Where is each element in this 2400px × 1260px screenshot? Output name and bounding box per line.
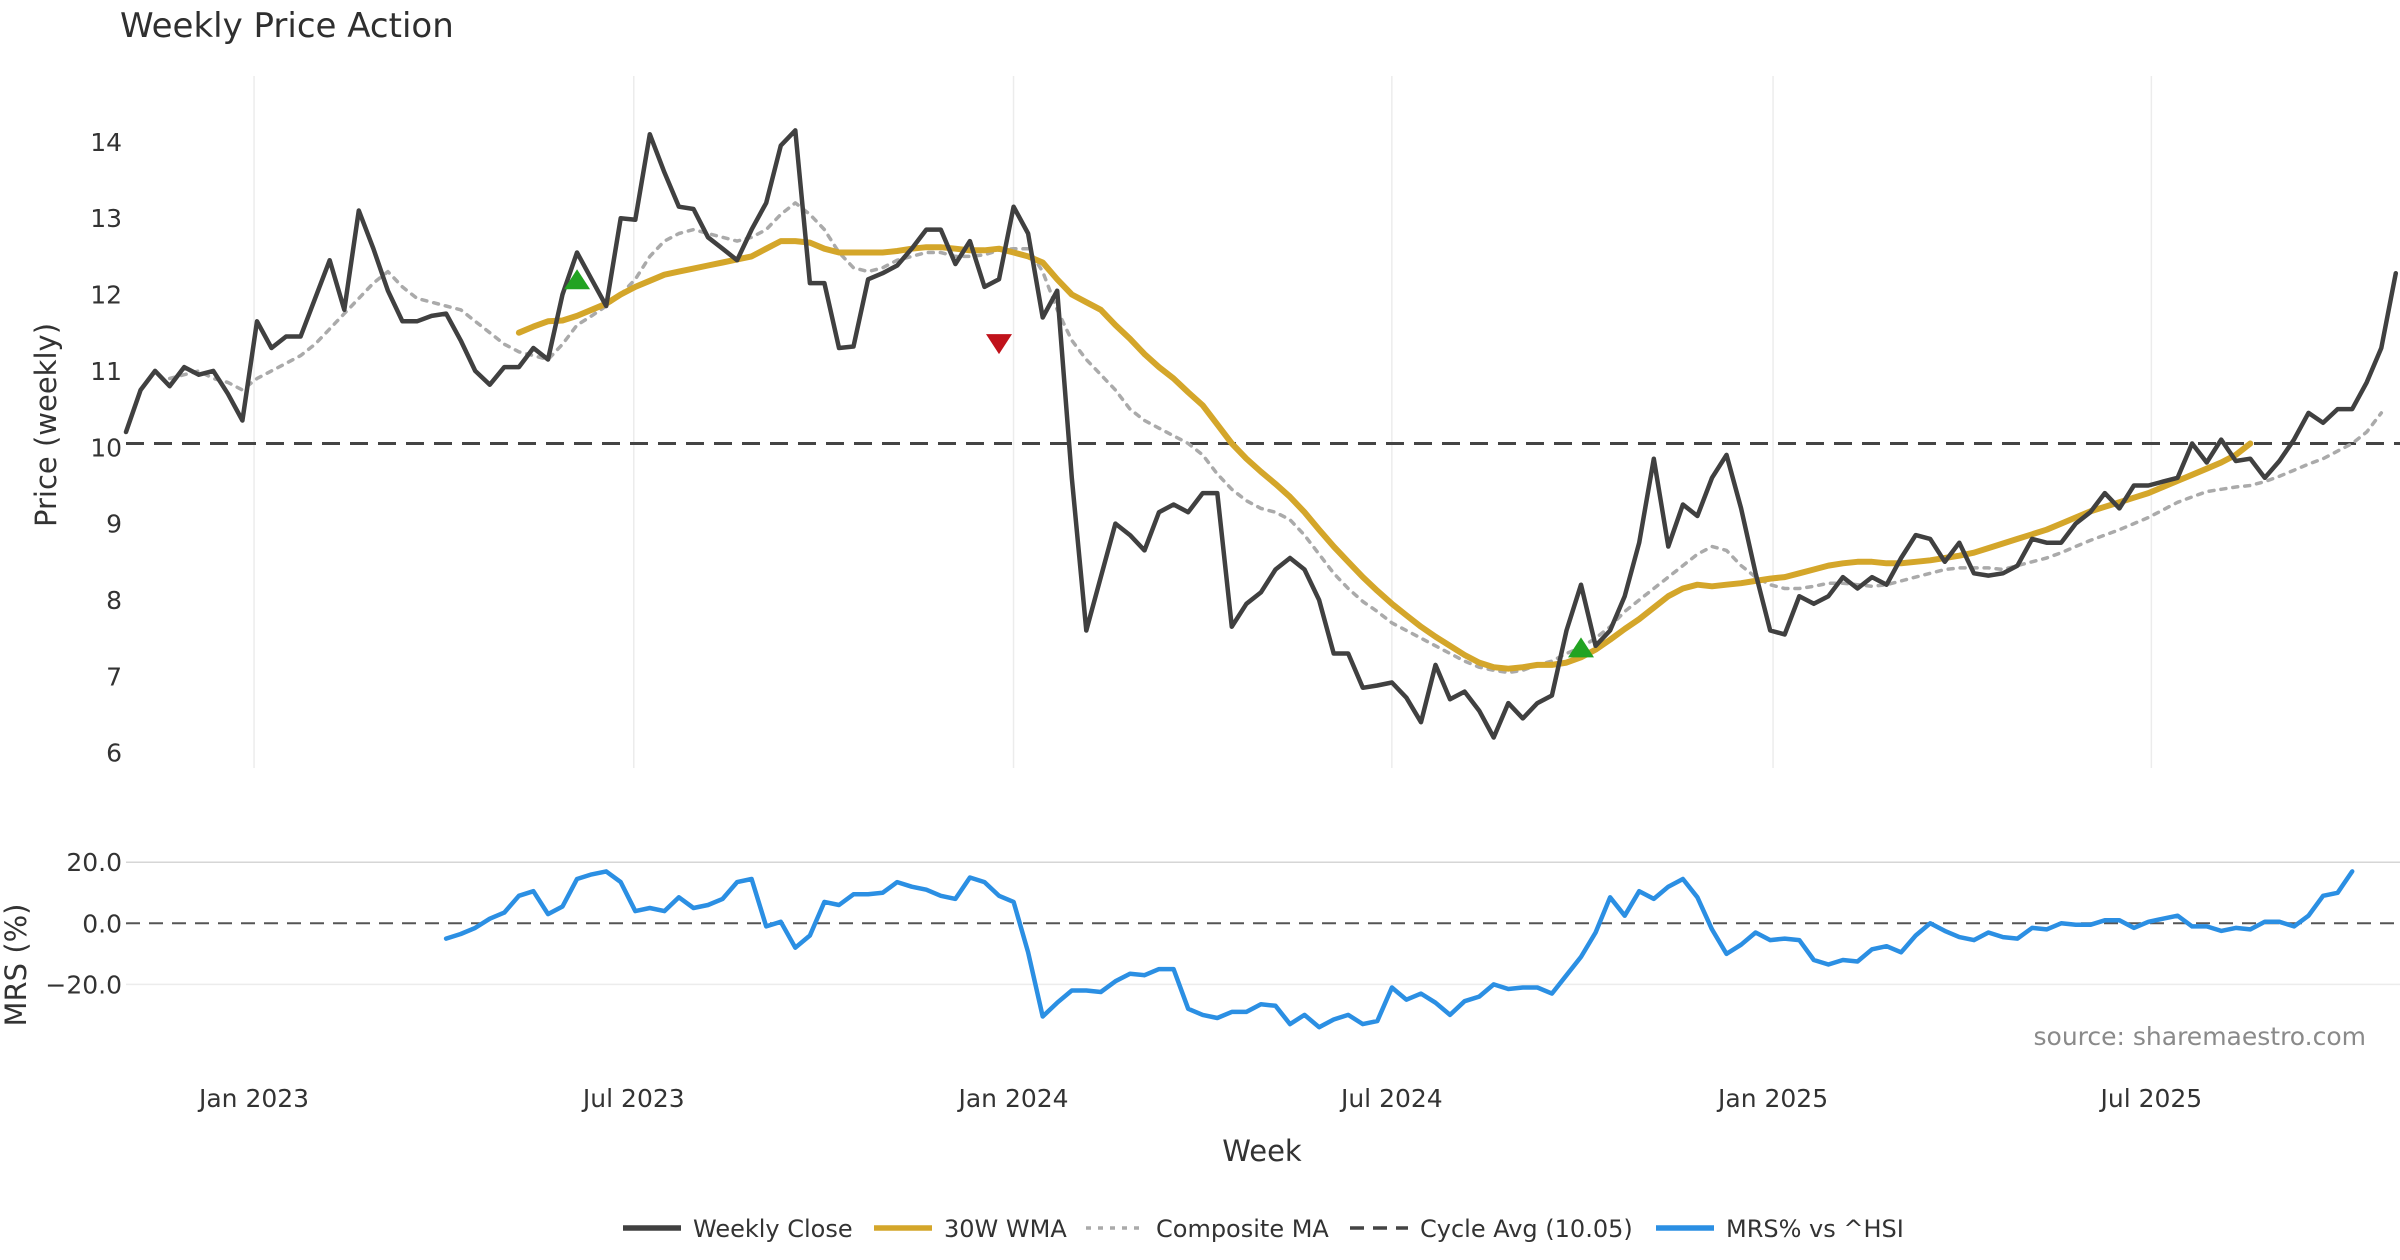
- weekly-close-line: [123, 128, 2399, 740]
- mrs-y-tick-label: −20.0: [45, 970, 122, 999]
- mrs-y-axis-label: MRS (%): [0, 904, 33, 1027]
- buy-signal-marker: [1568, 637, 1594, 658]
- price-y-tick-label: 11: [90, 357, 122, 386]
- legend-label: Cycle Avg (10.05): [1420, 1215, 1633, 1243]
- price-y-tick-label: 12: [90, 281, 122, 310]
- price-y-tick-label: 8: [106, 586, 122, 615]
- price-y-tick-label: 9: [106, 510, 122, 539]
- signal-markers: [564, 269, 1594, 658]
- price-y-tick-label: 7: [106, 662, 122, 691]
- legend-label: MRS% vs ^HSI: [1726, 1215, 1904, 1243]
- x-tick-label: Jan 2025: [1716, 1084, 1828, 1113]
- price-y-tick-label: 10: [90, 433, 122, 462]
- price-y-tick-label: 14: [90, 128, 122, 157]
- x-tick-label: Jul 2024: [1339, 1084, 1443, 1113]
- grid-lines: [126, 76, 2400, 986]
- x-tick-label: Jul 2025: [2098, 1084, 2202, 1113]
- chart-title: Weekly Price Action: [120, 6, 454, 46]
- reference-lines: [126, 441, 2400, 925]
- legend-label: Composite MA: [1156, 1215, 1329, 1243]
- composite-ma-line: [167, 201, 2384, 675]
- mrs-line: [443, 869, 2355, 1030]
- legend: Weekly Close 30W WMA Composite MA Cycle Avg…: [623, 1215, 1904, 1243]
- x-tick-label: Jan 2024: [956, 1084, 1068, 1113]
- x-tick-label: Jan 2023: [197, 1084, 309, 1113]
- source-label: source: sharemaestro.com: [2034, 1022, 2367, 1051]
- legend-label: 30W WMA: [944, 1215, 1067, 1243]
- mrs-y-tick-label: 0.0: [82, 909, 122, 938]
- price-y-tick-label: 13: [90, 204, 122, 233]
- series-lines: [123, 128, 2399, 1030]
- mrs-y-tick-label: 20.0: [66, 848, 122, 877]
- sell-signal-marker: [986, 334, 1012, 355]
- legend-label: Weekly Close: [693, 1215, 853, 1243]
- x-tick-label: Jul 2023: [581, 1084, 685, 1113]
- price-y-axis-label: Price (weekly): [29, 323, 63, 527]
- x-axis-label: Week: [1222, 1134, 1302, 1168]
- tick-labels: Jan 2023 Jul 2023 Jan 2024 Jul 2024 Jan 2025…: [45, 128, 2202, 1113]
- price-y-tick-label: 6: [106, 739, 122, 768]
- buy-signal-marker: [564, 269, 591, 290]
- wma-30w-line: [515, 238, 2254, 672]
